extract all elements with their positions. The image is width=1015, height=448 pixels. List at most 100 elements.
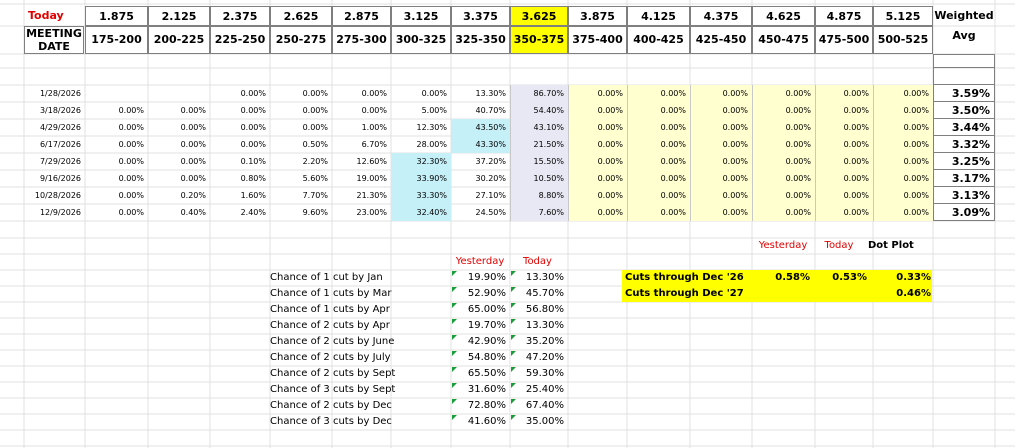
- cuts-today-header: Today: [824, 240, 854, 251]
- probability-cell: 32.30%: [391, 153, 451, 170]
- probability-cell: 0.00%: [627, 102, 690, 119]
- chance-today-value: 59.30%: [525, 368, 564, 379]
- probability-cell: 0.00%: [627, 204, 690, 221]
- probability-cell: 0.00%: [180, 123, 206, 132]
- probability-cell: 0.00%: [118, 208, 144, 217]
- chance-yesterday-value: 41.60%: [467, 416, 506, 427]
- avg-label: Avg: [952, 29, 976, 42]
- probability-cell: 28.00%: [416, 140, 447, 149]
- chance-today-value: 67.40%: [525, 400, 564, 411]
- probability-cell: 0.00%: [815, 187, 873, 204]
- probability-cell: 0.00%: [118, 191, 144, 200]
- chance-label: Chance of 1 cuts by Apr: [270, 304, 390, 315]
- cuts-label: Cuts through Dec '26: [625, 272, 744, 283]
- probability-cell: 1.00%: [361, 123, 387, 132]
- chances-today-header: Today: [523, 256, 552, 267]
- midpoint-header: 3.375: [451, 6, 510, 26]
- comment-indicator-icon: [511, 351, 516, 356]
- probability-cell: 12.30%: [416, 123, 447, 132]
- probability-cell: 0.00%: [873, 187, 933, 204]
- probability-cell: 0.00%: [240, 89, 266, 98]
- chances-yesterday-header: Yesterday: [455, 256, 505, 267]
- chance-yesterday-value: 19.90%: [467, 272, 506, 283]
- cuts-today-value: 0.53%: [832, 272, 867, 283]
- range-header: 250-275: [270, 26, 332, 54]
- probability-cell: 0.00%: [568, 170, 627, 187]
- weighted-avg-cell: 3.13%: [933, 187, 995, 204]
- probability-cell: 0.80%: [240, 174, 266, 183]
- probability-cell: 9.60%: [302, 208, 328, 217]
- chance-yesterday-value: 52.90%: [467, 288, 506, 299]
- comment-indicator-icon: [452, 367, 457, 372]
- midpoint-header: 3.125: [391, 6, 451, 26]
- probability-cell: 21.50%: [510, 136, 568, 153]
- probability-cell: 8.80%: [510, 187, 568, 204]
- probability-cell: 0.00%: [752, 136, 815, 153]
- comment-indicator-icon: [452, 271, 457, 276]
- probability-cell: 86.70%: [510, 85, 568, 102]
- comment-indicator-icon: [452, 351, 457, 356]
- dot-plot-header: Dot Plot: [868, 240, 914, 251]
- range-header: 225-250: [210, 26, 270, 54]
- range-header: 175-200: [85, 26, 148, 54]
- probability-cell: 0.00%: [815, 136, 873, 153]
- midpoint-header: 4.625: [752, 6, 815, 26]
- chance-today-value: 35.20%: [525, 336, 564, 347]
- chance-yesterday-value: 65.50%: [467, 368, 506, 379]
- comment-indicator-icon: [511, 335, 516, 340]
- probability-cell: 0.00%: [302, 123, 328, 132]
- midpoint-header: 4.375: [690, 6, 752, 26]
- probability-cell: 2.40%: [240, 208, 266, 217]
- probability-cell: 23.00%: [356, 208, 387, 217]
- range-header: 500-525: [873, 26, 933, 54]
- comment-indicator-icon: [511, 303, 516, 308]
- midpoint-header: 3.625: [510, 6, 568, 26]
- meeting-date: 4/29/2026: [39, 123, 81, 132]
- probability-cell: 0.00%: [752, 153, 815, 170]
- meeting-date: 1/28/2026: [39, 89, 81, 98]
- weighted-avg-cell: 3.17%: [933, 170, 995, 187]
- cuts-dotplot-value: 0.33%: [896, 272, 931, 283]
- chance-label: Chance of 3 cuts by Sept: [270, 384, 396, 395]
- probability-cell: 19.00%: [356, 174, 387, 183]
- probability-cell: 7.60%: [510, 204, 568, 221]
- probability-cell: 0.00%: [180, 140, 206, 149]
- range-header: 200-225: [148, 26, 210, 54]
- probability-cell: 0.00%: [118, 157, 144, 166]
- probability-cell: 0.00%: [873, 136, 933, 153]
- chance-label: Chance of 3 cuts by Dec: [270, 416, 392, 427]
- midpoint-header: 4.125: [627, 6, 690, 26]
- probability-cell: 0.00%: [690, 119, 752, 136]
- probability-cell: 0.00%: [873, 119, 933, 136]
- probability-cell: 0.00%: [302, 89, 328, 98]
- probability-cell: 27.10%: [475, 191, 506, 200]
- probability-cell: 0.00%: [180, 106, 206, 115]
- probability-cell: 24.50%: [475, 208, 506, 217]
- weighted-avg-cell: 3.50%: [933, 102, 995, 119]
- probability-cell: 0.00%: [690, 102, 752, 119]
- comment-indicator-icon: [511, 271, 516, 276]
- probability-cell: 30.20%: [475, 174, 506, 183]
- probability-cell: 0.00%: [180, 157, 206, 166]
- meeting-date: 7/29/2026: [39, 157, 81, 166]
- probability-cell: 0.10%: [240, 157, 266, 166]
- probability-cell: 0.00%: [361, 106, 387, 115]
- comment-indicator-icon: [452, 287, 457, 292]
- range-header: 425-450: [690, 26, 752, 54]
- chance-label: Chance of 1 cut by Jan: [270, 272, 383, 283]
- probability-cell: 2.20%: [302, 157, 328, 166]
- comment-indicator-icon: [452, 383, 457, 388]
- comment-indicator-icon: [511, 319, 516, 324]
- probability-cell: 0.00%: [568, 187, 627, 204]
- midpoint-header: 4.875: [815, 6, 873, 26]
- meeting-label: MEETING: [26, 27, 82, 40]
- range-header: 400-425: [627, 26, 690, 54]
- range-header: 375-400: [568, 26, 627, 54]
- probability-cell: 0.00%: [752, 102, 815, 119]
- midpoint-header: 2.375: [210, 6, 270, 26]
- probability-cell: 0.00%: [815, 102, 873, 119]
- range-header: 450-475: [752, 26, 815, 54]
- meeting-date: 3/18/2026: [39, 106, 81, 115]
- chance-today-value: 56.80%: [525, 304, 564, 315]
- probability-cell: 0.00%: [568, 136, 627, 153]
